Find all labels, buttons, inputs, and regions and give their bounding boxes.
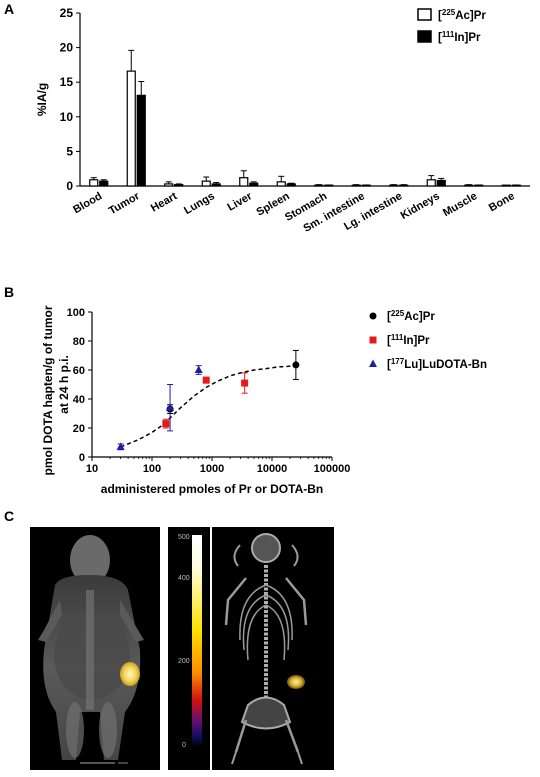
legend-swatch [417,8,432,21]
category-label: Blood [71,190,104,216]
y-tick-label: 0 [66,179,73,193]
y-tick-label: 15 [60,75,74,89]
dose-response-scatter-chart: 0 20 40 60 80 100 10 100 1000 10000 100000 administ… [41,305,487,496]
bar-ac225 [389,184,399,187]
y-tick-label: 10 [60,110,74,124]
legend-marker [369,336,377,344]
data-point [166,403,175,411]
legend-label: [177Lu]LuDOTA-Bn [387,357,487,372]
bar-ac225 [276,181,286,187]
y-tick-label: 20 [60,41,74,55]
legend-marker [369,312,377,320]
panel-letter-b: B [4,284,14,300]
colorbar-background [168,527,210,770]
category-label: Heart [149,190,180,215]
bar-ac225 [426,179,436,187]
bar-in111 [211,183,221,187]
bar-ac225 [239,177,249,187]
x-tick-label: 100 [143,463,161,475]
legend-swatch [417,30,432,43]
bar-ac225 [351,184,361,187]
colorbar-tick-400: 400 [178,575,190,582]
skeleton-render [224,533,308,765]
bar-in111 [286,183,296,187]
y-tick-label: 5 [66,144,73,158]
category-label: Kidneys [399,190,442,222]
data-point [202,376,210,384]
colorbar-tick-500: 500 [178,534,190,541]
legend-label: [225Ac]Pr [438,8,486,23]
x-tick-label: 100000 [314,463,351,475]
y-tick-label: 0 [79,452,85,464]
bar-in111 [399,184,409,187]
category-label: Lungs [182,190,217,217]
legend-label: [225Ac]Pr [387,309,435,324]
bar-ac225 [89,179,99,187]
bar-ac225 [201,180,211,187]
legend-label: [111In]Pr [438,30,481,45]
category-label: Muscle [441,190,479,219]
y-tick-label: 60 [73,365,85,377]
bar-in111 [174,184,184,187]
y-axis-label: %IA/g [35,83,49,116]
bar-in111 [99,180,109,187]
y-tick-label: 40 [73,394,85,406]
x-tick-label: 10 [86,463,98,475]
biodistribution-bar-chart: 0 5 10 15 20 25 %IA/g Blood Tumor Heart Lungs Liver… [35,6,530,235]
data-point [194,365,203,373]
colorbar-tick-200: 200 [178,658,190,665]
category-label: Liver [225,190,254,214]
data-point [162,420,170,428]
y-tick-label: 20 [73,423,85,435]
legend-label: [111In]Pr [387,333,430,348]
bar-in111 [436,179,446,187]
colorbar [192,535,202,747]
panel-letter-a: A [4,1,14,17]
colorbar-tick-0: 0 [182,742,186,749]
bar-in111 [249,182,259,187]
bar-ac225 [464,184,474,187]
x-axis-label: administered pmoles of Pr or DOTA-Bn [101,482,323,496]
y-axis-label-line2: at 24 h p.i. [57,355,71,414]
bar-in111 [136,94,146,187]
x-tick-label: 10000 [257,463,288,475]
data-point [292,361,300,369]
data-point [241,379,249,387]
y-tick-label: 100 [67,307,85,319]
data-point [116,442,125,450]
tumor-signal-right [287,675,305,689]
bar-ac225 [314,184,324,187]
bar-ac225 [126,70,136,187]
imaging-panel: 500 400 200 0 [30,527,334,770]
x-tick-label: 1000 [200,463,224,475]
y-axis-label-line1: pmol DOTA hapten/g of tumor [41,305,55,475]
spect-ct-image [212,527,334,770]
y-tick-label: 80 [73,336,85,348]
tumor-signal-left [120,662,140,686]
legend-marker [369,359,377,367]
y-tick-label: 25 [60,6,74,20]
mri-body-silhouette [38,535,144,760]
category-label: Bone [487,190,517,214]
panel-letter-c: C [4,508,14,524]
bar-ac225 [164,183,174,187]
category-label: Tumor [107,190,143,217]
